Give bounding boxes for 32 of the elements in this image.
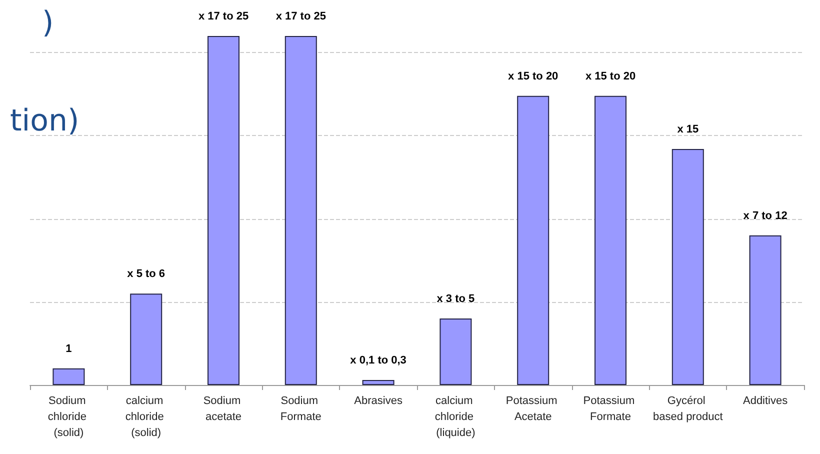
bar — [594, 96, 626, 385]
annotation: ) — [42, 6, 54, 40]
bar — [130, 294, 162, 385]
data-label: x 15 — [677, 124, 699, 136]
x-tick-label: Sodium acetate — [203, 395, 244, 423]
bar — [749, 235, 782, 385]
annotation: tion) — [10, 104, 80, 138]
x-tick-label: calcium chloride (solid) — [125, 395, 167, 439]
bar — [362, 380, 394, 385]
data-label: x 15 to 20 — [585, 70, 636, 82]
data-label: x 3 to 5 — [436, 293, 475, 306]
x-tick-label: Potassium Acetate — [506, 395, 560, 423]
bar — [284, 36, 317, 385]
bar — [52, 368, 85, 385]
data-label: x 7 to 12 — [743, 210, 788, 222]
bar — [672, 149, 704, 385]
x-tick-label: Abrasives — [354, 395, 403, 407]
data-label: x 0,1 to 0,3 — [350, 354, 406, 367]
x-tick-label: calcium chloride (liquide) — [434, 395, 476, 439]
x-tick-label: Additives — [742, 395, 788, 407]
data-label: x 17 to 25 — [276, 10, 326, 22]
data-label: x 17 to 25 — [198, 10, 249, 22]
bar — [440, 318, 472, 385]
bar — [517, 96, 550, 385]
x-tick-label: Gycérol based product — [653, 395, 723, 423]
x-tick-label: Sodium Formate — [280, 395, 322, 423]
x-tick-label: Sodium chloride (solid) — [48, 395, 90, 439]
data-label: 1 — [66, 342, 72, 355]
data-label: x 5 to 6 — [127, 268, 166, 280]
bar — [208, 36, 240, 385]
x-tick-label: Potassium Formate — [583, 395, 638, 423]
data-label: x 15 to 20 — [508, 70, 558, 82]
